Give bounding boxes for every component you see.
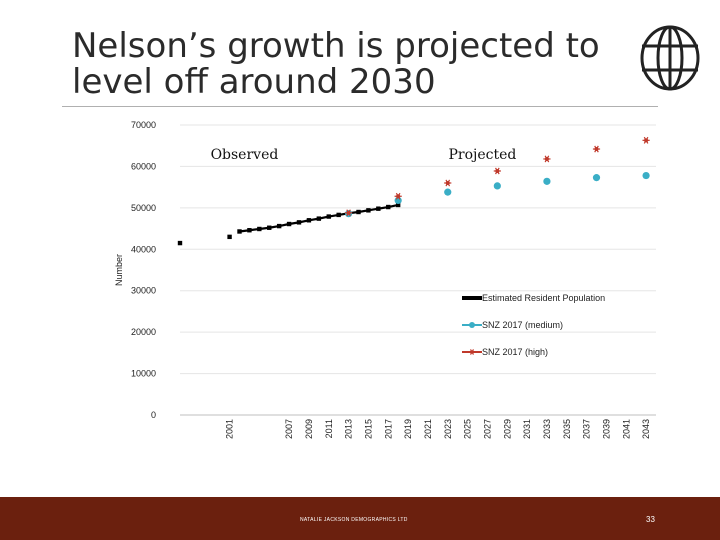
page-number: 33 xyxy=(646,515,655,524)
x-tick-label-9: 2023 xyxy=(443,419,453,439)
slide-title: Nelson’s growth is projected to level of… xyxy=(72,28,642,100)
observed-point-2008 xyxy=(296,220,302,225)
x-tick-label-18: 2041 xyxy=(621,419,631,439)
x-tick-label-10: 2025 xyxy=(463,419,473,439)
annotation-0: Observed xyxy=(211,147,279,163)
globe-icon xyxy=(640,25,700,91)
grid-layer xyxy=(180,124,656,416)
y-tick-label-6: 60000 xyxy=(131,161,156,171)
y-tick-label-3: 30000 xyxy=(131,286,156,296)
observed-point-2018 xyxy=(395,202,401,208)
x-tick-label-1: 2007 xyxy=(284,419,294,439)
x-tick-label-0: 2001 xyxy=(225,419,235,439)
high-point-2028 xyxy=(493,167,501,175)
observed-point-2001 xyxy=(227,234,232,240)
footer-credit: NATALIE JACKSON DEMOGRAPHICS LTD xyxy=(300,517,408,523)
observed-point-2002 xyxy=(237,229,242,234)
title-line-1: Nelson’s growth is projected to xyxy=(72,26,600,66)
axis-layer: 0 10000 20000 30000 40000 50000 60000 70000 2001… xyxy=(114,120,656,439)
y-tick-label-7: 70000 xyxy=(131,120,156,130)
x-tick-label-5: 2015 xyxy=(363,419,373,439)
series-layer xyxy=(177,136,650,246)
legend-marker-2 xyxy=(469,349,475,355)
high-point-2033 xyxy=(543,155,551,163)
x-tick-label-12: 2029 xyxy=(502,419,512,439)
legend-label-2: SNZ 2017 (high) xyxy=(482,347,548,357)
observed-point-2010 xyxy=(316,216,322,221)
high-point-2043 xyxy=(642,136,650,144)
high-point-2013-ray-2 xyxy=(346,209,351,217)
legend-label-1: SNZ 2017 (medium) xyxy=(482,320,563,330)
title-divider xyxy=(62,106,658,107)
label-layer: Observed Projected xyxy=(211,147,517,163)
x-tick-label-4: 2013 xyxy=(344,419,354,439)
observed-point-2009 xyxy=(306,218,312,223)
y-tick-label-4: 40000 xyxy=(131,244,156,254)
medium-point-2038 xyxy=(592,174,601,182)
observed-point-2012 xyxy=(336,212,341,218)
medium-point-2028 xyxy=(493,182,501,190)
x-tick-label-13: 2031 xyxy=(522,419,532,439)
high-point-2018-ray-2 xyxy=(395,192,401,200)
observed-point-2004 xyxy=(257,226,262,232)
x-tick-label-14: 2033 xyxy=(542,419,552,439)
observed-point-2006 xyxy=(276,223,282,229)
high-point-2033-ray-2 xyxy=(544,155,550,163)
legend-layer: Estimated Resident Population SNZ 2017 (m… xyxy=(462,293,605,357)
x-tick-label-17: 2039 xyxy=(601,419,611,439)
y-tick-label-1: 10000 xyxy=(131,369,156,379)
observed-point-2017 xyxy=(386,204,391,210)
population-chart: 0 10000 20000 30000 40000 50000 60000 70000 2001… xyxy=(114,120,656,439)
observed-point-2016 xyxy=(376,206,381,211)
observed-point-2015 xyxy=(366,208,371,213)
high-point-2028-ray-2 xyxy=(495,167,500,175)
observed-point-2003 xyxy=(247,228,252,233)
medium-point-2043 xyxy=(642,171,650,180)
observed-point-2005 xyxy=(267,225,272,230)
x-tick-label-2: 2009 xyxy=(304,419,314,439)
footer-bar: NATALIE JACKSON DEMOGRAPHICS LTD 33 xyxy=(0,497,720,540)
y-tick-label-5: 50000 xyxy=(131,203,156,213)
y-axis-title: Number xyxy=(114,254,124,286)
high-point-2043-ray-2 xyxy=(643,136,649,144)
high-point-2023 xyxy=(444,179,452,187)
high-point-2038 xyxy=(592,145,601,153)
title-line-2: level off around 2030 xyxy=(72,62,436,102)
legend-marker-1 xyxy=(469,322,475,328)
x-tick-label-19: 2043 xyxy=(641,419,651,439)
legend-label-0: Estimated Resident Population xyxy=(482,293,605,303)
high-point-2018 xyxy=(394,192,402,200)
observed-point-2007 xyxy=(286,221,292,227)
x-tick-label-8: 2021 xyxy=(423,419,433,439)
y-tick-label-2: 20000 xyxy=(131,327,156,337)
x-tick-label-3: 2011 xyxy=(324,419,334,438)
observed-point-1996 xyxy=(177,240,183,246)
medium-point-2023 xyxy=(444,188,452,196)
x-tick-label-16: 2037 xyxy=(582,419,592,439)
medium-point-2033 xyxy=(543,177,551,185)
high-point-2023-ray-2 xyxy=(445,179,451,187)
x-tick-label-7: 2019 xyxy=(403,419,413,439)
high-point-2013 xyxy=(344,209,353,217)
x-tick-label-11: 2027 xyxy=(482,419,492,439)
observed-point-2011 xyxy=(326,214,331,219)
x-tick-label-15: 2035 xyxy=(562,419,572,439)
observed-point-2014 xyxy=(356,209,361,215)
y-tick-label-0: 0 xyxy=(151,410,156,420)
legend-marker-2-ray-2 xyxy=(469,349,475,355)
annotation-1: Projected xyxy=(449,147,517,163)
x-tick-label-6: 2017 xyxy=(383,419,393,439)
high-point-2038-ray-2 xyxy=(594,145,599,153)
